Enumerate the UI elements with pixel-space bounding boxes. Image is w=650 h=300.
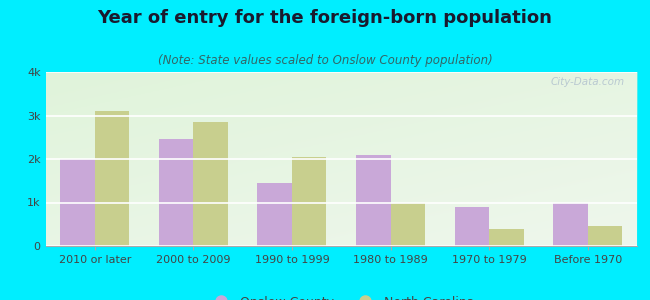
Text: City-Data.com: City-Data.com	[551, 77, 625, 87]
Bar	[489, 229, 524, 246]
Bar	[553, 202, 588, 246]
Bar	[95, 111, 129, 246]
Bar	[391, 202, 425, 246]
Bar	[356, 154, 391, 246]
Bar	[159, 140, 194, 246]
Bar	[292, 157, 326, 246]
Text: Year of entry for the foreign-born population: Year of entry for the foreign-born popul…	[98, 9, 552, 27]
Text: (Note: State values scaled to Onslow County population): (Note: State values scaled to Onslow Cou…	[157, 54, 493, 67]
Bar	[60, 159, 95, 246]
Bar	[194, 122, 228, 246]
Bar	[588, 226, 622, 246]
Legend: Onslow County, North Carolina: Onslow County, North Carolina	[203, 290, 479, 300]
Bar	[257, 183, 292, 246]
Bar	[454, 207, 489, 246]
